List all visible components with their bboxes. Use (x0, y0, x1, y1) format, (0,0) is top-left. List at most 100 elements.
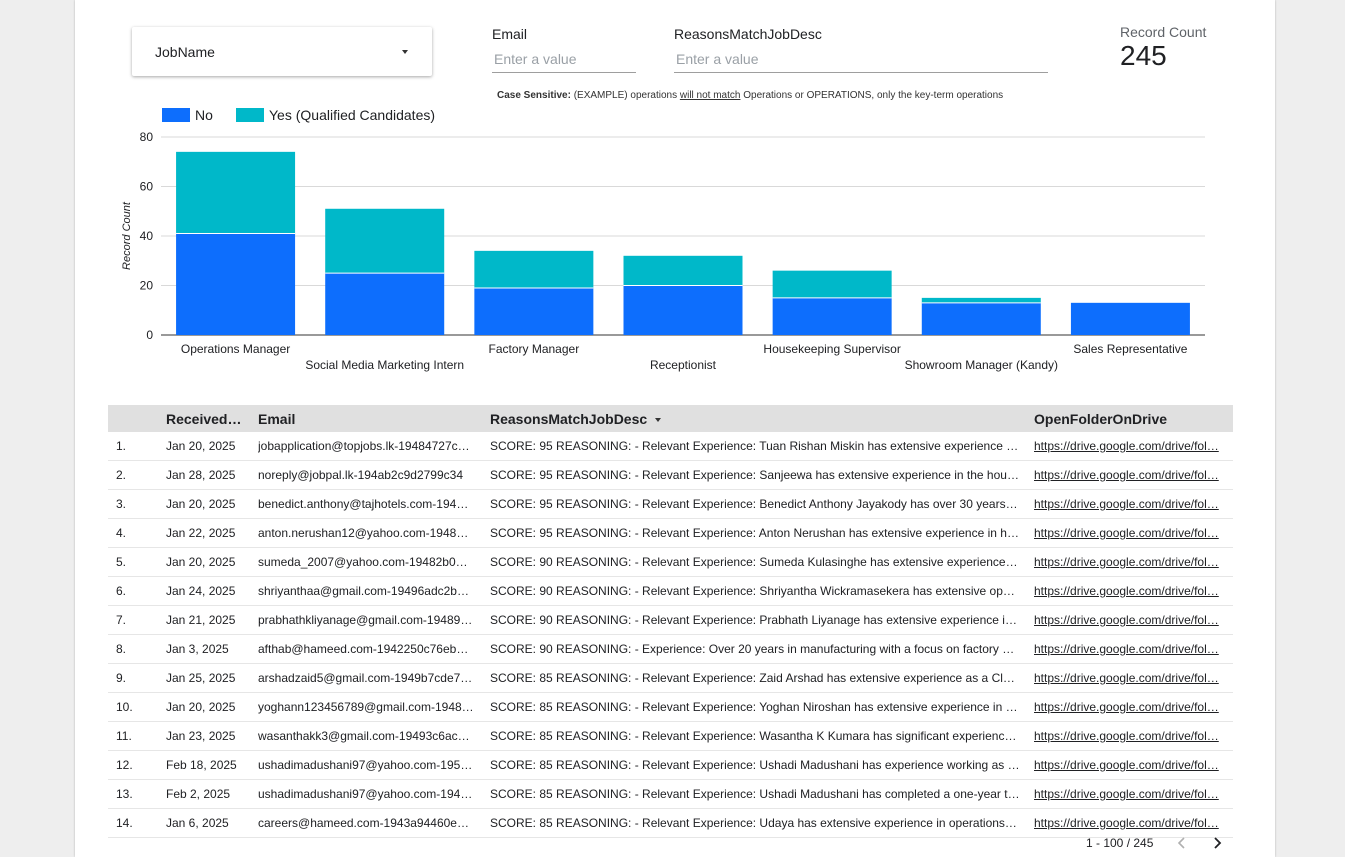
x-tick-label: Receptionist (650, 358, 717, 372)
y-tick-label: 40 (140, 229, 154, 243)
x-tick-label: Sales Representative (1073, 342, 1187, 356)
reason-cell: SCORE: 85 REASONING: - Relevant Experien… (490, 729, 1020, 743)
note-part1: (EXAMPLE) operations (570, 90, 680, 101)
column-header-received[interactable]: Received… (166, 411, 242, 427)
received-date-cell: Jan 24, 2025 (166, 584, 236, 598)
x-tick-label: Housekeeping Supervisor (763, 342, 900, 356)
drive-link[interactable]: https://drive.google.com/drive/fol… (1034, 758, 1219, 772)
drive-link[interactable]: https://drive.google.com/drive/fol… (1034, 439, 1219, 453)
table-row[interactable]: 5. Jan 20, 2025 sumeda_2007@yahoo.com-1948… (108, 548, 1233, 577)
email-filter: Email (492, 26, 636, 73)
table-row[interactable]: 8. Jan 3, 2025 afthab@hameed.com-1942250c7… (108, 635, 1233, 664)
y-tick-label: 0 (146, 328, 153, 342)
email-cell: arshadzaid5@gmail.com-1949b7cde7… (258, 671, 473, 685)
drive-link[interactable]: https://drive.google.com/drive/fol… (1034, 787, 1219, 801)
y-tick-label: 80 (140, 130, 154, 144)
table-header: Received… Email ReasonsMatchJobDesc Open… (108, 405, 1233, 432)
drive-link[interactable]: https://drive.google.com/drive/fol… (1034, 613, 1219, 627)
y-tick-label: 20 (140, 279, 154, 293)
bar-no (772, 297, 892, 335)
chevron-left-icon[interactable] (1174, 835, 1190, 851)
reasons-filter: ReasonsMatchJobDesc (674, 26, 1048, 73)
bar-no (176, 233, 296, 335)
drive-link[interactable]: https://drive.google.com/drive/fol… (1034, 468, 1219, 482)
received-date-cell: Jan 20, 2025 (166, 555, 236, 569)
note-part2: Operations or OPERATIONS, only the key-t… (740, 90, 1004, 101)
row-index: 14. (116, 816, 133, 830)
y-axis-label: Record Count (121, 201, 133, 270)
jobname-dropdown[interactable]: JobName (132, 27, 432, 76)
table-row[interactable]: 13. Feb 2, 2025 ushadimadushani97@yahoo.co… (108, 780, 1233, 809)
bar-no (921, 302, 1041, 335)
table-row[interactable]: 14. Jan 6, 2025 careers@hameed.com-1943a94… (108, 809, 1233, 838)
drive-link[interactable]: https://drive.google.com/drive/fol… (1034, 671, 1219, 685)
bar-no (325, 273, 445, 335)
email-cell: prabhathkliyanage@gmail.com-19489e… (258, 613, 474, 627)
column-header-email[interactable]: Email (258, 411, 296, 427)
jobname-dropdown-label: JobName (155, 44, 215, 60)
y-tick-label: 60 (140, 180, 154, 194)
received-date-cell: Feb 18, 2025 (166, 758, 237, 772)
table-row[interactable]: 11. Jan 23, 2025 wasanthakk3@gmail.com-194… (108, 722, 1233, 751)
email-cell: careers@hameed.com-1943a94460e5… (258, 816, 474, 830)
x-tick-label: Showroom Manager (Kandy) (905, 358, 1058, 372)
table-row[interactable]: 7. Jan 21, 2025 prabhathkliyanage@gmail.co… (108, 606, 1233, 635)
row-index: 9. (116, 671, 127, 685)
drive-link[interactable]: https://drive.google.com/drive/fol… (1034, 729, 1219, 743)
row-index: 1. (116, 439, 127, 453)
column-header-openfolder[interactable]: OpenFolderOnDrive (1034, 411, 1168, 427)
scorecard-label: Record Count (1120, 24, 1207, 40)
reason-cell: SCORE: 85 REASONING: - Relevant Experien… (490, 671, 1020, 685)
received-date-cell: Jan 20, 2025 (166, 700, 236, 714)
received-date-cell: Jan 20, 2025 (166, 439, 236, 453)
email-cell: shriyanthaa@gmail.com-19496adc2b1… (258, 584, 474, 598)
table-body: 1. Jan 20, 2025 jobapplication@topjobs.lk-… (108, 432, 1233, 838)
x-tick-label: Operations Manager (181, 342, 290, 356)
reason-cell: SCORE: 85 REASONING: - Relevant Experien… (490, 787, 1020, 801)
received-date-cell: Jan 3, 2025 (166, 642, 229, 656)
chevron-down-icon (402, 50, 408, 54)
row-index: 11. (116, 729, 132, 743)
legend-swatch (236, 108, 264, 122)
table-row[interactable]: 4. Jan 22, 2025 anton.nerushan12@yahoo.com… (108, 519, 1233, 548)
table-row[interactable]: 12. Feb 18, 2025 ushadimadushani97@yahoo.c… (108, 751, 1233, 780)
row-index: 12. (116, 758, 133, 772)
row-index: 3. (116, 497, 127, 511)
bar-yes (176, 151, 296, 234)
drive-link[interactable]: https://drive.google.com/drive/fol… (1034, 816, 1219, 830)
email-filter-input[interactable] (492, 51, 636, 73)
reason-cell: SCORE: 95 REASONING: - Relevant Experien… (490, 468, 1020, 482)
x-tick-label: Factory Manager (489, 342, 580, 356)
table-row[interactable]: 6. Jan 24, 2025 shriyanthaa@gmail.com-1949… (108, 577, 1233, 606)
drive-link[interactable]: https://drive.google.com/drive/fol… (1034, 584, 1219, 598)
email-cell: noreply@jobpal.lk-194ab2c9d2799c34 (258, 468, 463, 482)
received-date-cell: Jan 28, 2025 (166, 468, 236, 482)
received-date-cell: Jan 21, 2025 (166, 613, 236, 627)
received-date-cell: Jan 6, 2025 (166, 816, 229, 830)
table-row[interactable]: 1. Jan 20, 2025 jobapplication@topjobs.lk-… (108, 432, 1233, 461)
table-row[interactable]: 10. Jan 20, 2025 yoghann123456789@gmail.co… (108, 693, 1233, 722)
chevron-right-icon[interactable] (1209, 835, 1225, 851)
column-header-reasons[interactable]: ReasonsMatchJobDesc (490, 411, 662, 427)
scorecard-value: 245 (1120, 40, 1167, 71)
email-cell: yoghann123456789@gmail.com-1948… (258, 700, 474, 714)
reasons-filter-input[interactable] (674, 51, 1048, 73)
email-cell: ushadimadushani97@yahoo.com-195… (258, 758, 473, 772)
email-cell: anton.nerushan12@yahoo.com-1948e… (258, 526, 474, 540)
reason-cell: SCORE: 85 REASONING: - Relevant Experien… (490, 758, 1020, 772)
bar-yes (921, 297, 1041, 303)
row-index: 2. (116, 468, 127, 482)
drive-link[interactable]: https://drive.google.com/drive/fol… (1034, 497, 1219, 511)
bar-yes (325, 208, 445, 274)
table-row[interactable]: 3. Jan 20, 2025 benedict.anthony@tajhotels… (108, 490, 1233, 519)
received-date-cell: Feb 2, 2025 (166, 787, 231, 801)
received-date-cell: Jan 20, 2025 (166, 497, 236, 511)
drive-link[interactable]: https://drive.google.com/drive/fol… (1034, 700, 1219, 714)
drive-link[interactable]: https://drive.google.com/drive/fol… (1034, 526, 1219, 540)
table-row[interactable]: 2. Jan 28, 2025 noreply@jobpal.lk-194ab2c9… (108, 461, 1233, 490)
drive-link[interactable]: https://drive.google.com/drive/fol… (1034, 555, 1219, 569)
email-cell: jobapplication@topjobs.lk-19484727c… (258, 439, 470, 453)
drive-link[interactable]: https://drive.google.com/drive/fol… (1034, 642, 1219, 656)
row-index: 8. (116, 642, 127, 656)
table-row[interactable]: 9. Jan 25, 2025 arshadzaid5@gmail.com-1949… (108, 664, 1233, 693)
